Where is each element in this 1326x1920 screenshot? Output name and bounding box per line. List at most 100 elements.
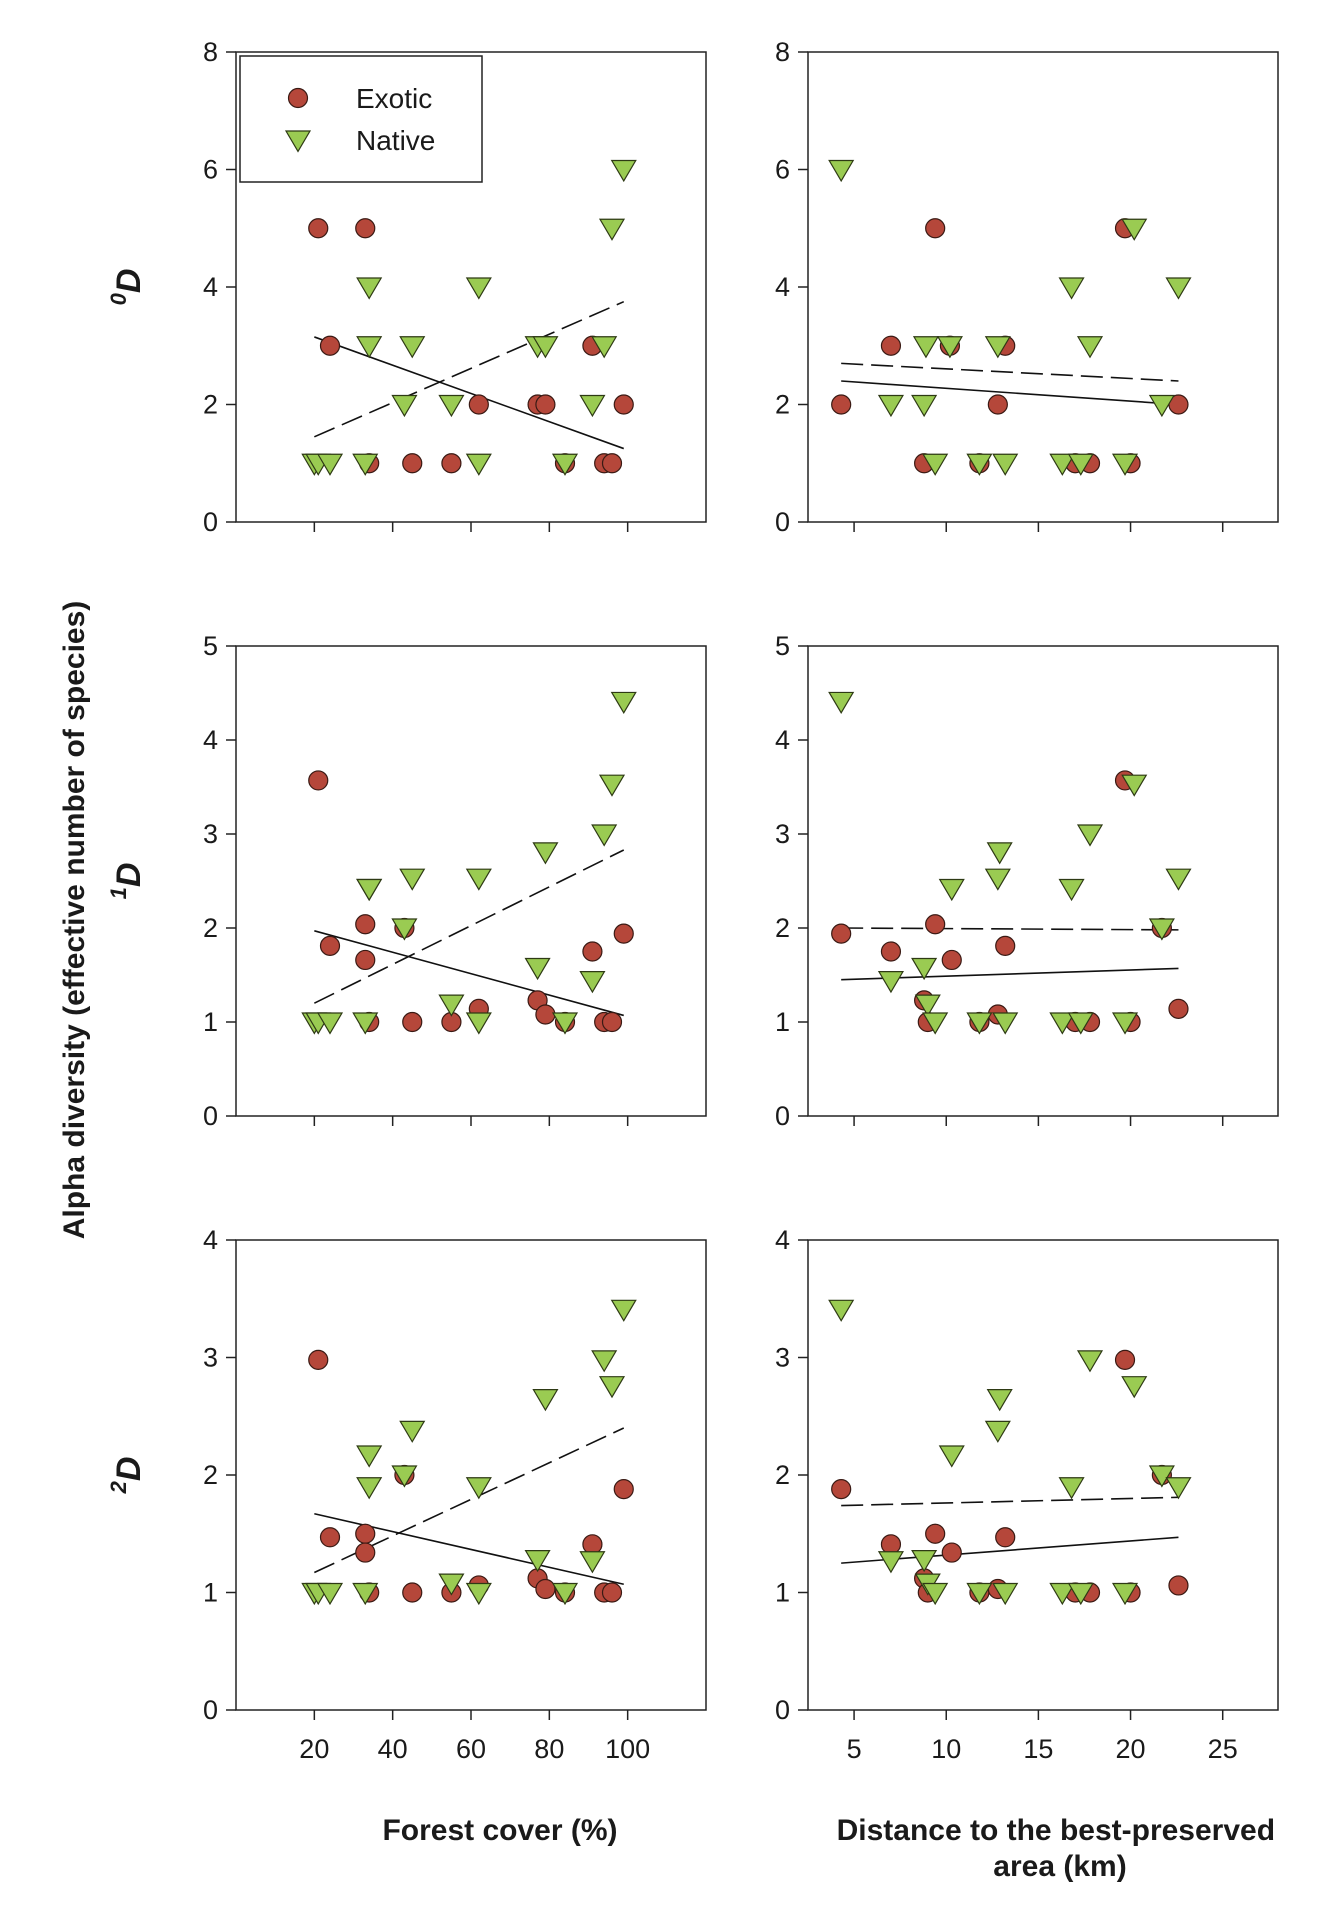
point-native [598, 218, 626, 241]
point-native [922, 1012, 949, 1035]
point-exotic [355, 1542, 376, 1563]
point-exotic [995, 935, 1016, 956]
panel-r2-c1: 0 1 2 3 4 5 10 15 20 25 [775, 1225, 1279, 1764]
x-tick-label: 60 [456, 1734, 486, 1764]
row-label-2: 2D [106, 1457, 148, 1495]
plot-frame [807, 1239, 1279, 1711]
point-native [911, 394, 938, 418]
point-native [610, 1299, 637, 1322]
x-axis-title-distance-line2: area (km) [993, 1850, 1126, 1883]
y-tick-label: 1 [203, 1007, 218, 1037]
point-native [356, 878, 383, 902]
point-exotic [535, 1004, 556, 1025]
point-native [465, 1582, 492, 1606]
point-native [524, 1549, 551, 1573]
point-exotic [582, 941, 603, 962]
row-label-sup: 2 [106, 1480, 131, 1494]
point-native [352, 1582, 379, 1606]
point-native [1067, 1012, 1094, 1035]
point-exotic [355, 914, 376, 935]
x-tick-label: 40 [378, 1734, 408, 1764]
y-tick-label: 0 [203, 1695, 218, 1725]
y-tick-label: 3 [203, 819, 218, 849]
point-native [579, 394, 606, 418]
point-native [316, 1012, 344, 1035]
point-native [356, 1477, 383, 1500]
point-native [610, 159, 637, 183]
point-exotic [402, 1011, 423, 1033]
point-native [579, 971, 606, 994]
point-native [1049, 1012, 1076, 1035]
point-exotic [535, 1578, 556, 1600]
point-native [936, 336, 963, 359]
point-native [1058, 277, 1085, 300]
y-tick-label: 2 [203, 1460, 218, 1490]
fit-line-native [313, 1427, 625, 1574]
y-tick-label: 1 [203, 1578, 218, 1608]
point-native [992, 1582, 1019, 1606]
point-native [1121, 1376, 1148, 1399]
fit-line-exotic [314, 930, 624, 1017]
y-tick-label: 4 [775, 725, 790, 755]
row-label-sup: 0 [106, 292, 131, 305]
point-exotic [941, 1542, 962, 1563]
point-native [984, 336, 1011, 359]
point-exotic [1114, 1349, 1136, 1370]
x-axis-title-distance-line1: Distance to the best-preserved [837, 1814, 1275, 1847]
point-native [551, 1012, 579, 1035]
point-native [1058, 1477, 1085, 1500]
y-tick-label: 4 [203, 272, 218, 302]
point-native [911, 1549, 938, 1573]
point-native [1049, 453, 1076, 476]
point-exotic [613, 394, 634, 415]
point-native [1148, 394, 1175, 418]
point-native [1121, 774, 1148, 797]
legend: Exotic Native [239, 55, 483, 183]
point-native [986, 1389, 1013, 1412]
point-exotic [355, 949, 376, 971]
x-tick-label: 20 [299, 1734, 329, 1764]
point-native [1148, 1465, 1175, 1488]
point-native [352, 1012, 379, 1035]
point-exotic [355, 1523, 376, 1544]
legend-marker-exotic [287, 87, 309, 109]
y-tick-label: 0 [203, 507, 218, 537]
legend-label-exotic: Exotic [356, 83, 432, 114]
y-tick-label: 0 [775, 507, 790, 537]
point-native [986, 842, 1013, 865]
point-exotic [831, 394, 852, 415]
point-exotic [601, 1582, 623, 1603]
point-exotic [925, 914, 946, 935]
y-tick-label: 2 [775, 1460, 790, 1490]
panel-r2-c0: 0 1 2 3 4 20 40 60 80 100 [203, 1225, 707, 1764]
point-native [591, 336, 618, 359]
x-tick-label: 100 [605, 1734, 650, 1764]
point-native [922, 1582, 949, 1606]
point-exotic [582, 1534, 603, 1555]
point-native [399, 336, 426, 359]
point-native [579, 1551, 606, 1574]
point-native [1121, 218, 1148, 241]
point-exotic [402, 1582, 423, 1603]
point-native [316, 453, 344, 476]
x-tick-label: 25 [1208, 1734, 1238, 1764]
point-native [598, 1376, 626, 1399]
point-native [1049, 1582, 1076, 1606]
y-tick-label: 2 [203, 390, 218, 420]
point-native [438, 394, 465, 418]
row-label-symbol: D [110, 1457, 148, 1482]
point-native [877, 394, 904, 418]
point-exotic [601, 1011, 623, 1033]
point-exotic [601, 453, 623, 474]
point-native [438, 1573, 465, 1596]
point-native [551, 1582, 579, 1606]
point-native [922, 453, 949, 476]
point-exotic [319, 935, 341, 956]
point-native [524, 957, 551, 981]
point-native [912, 336, 940, 359]
point-native [914, 994, 941, 1017]
point-native [391, 918, 418, 941]
fit-line-native [314, 300, 625, 438]
point-exotic [925, 1523, 946, 1544]
